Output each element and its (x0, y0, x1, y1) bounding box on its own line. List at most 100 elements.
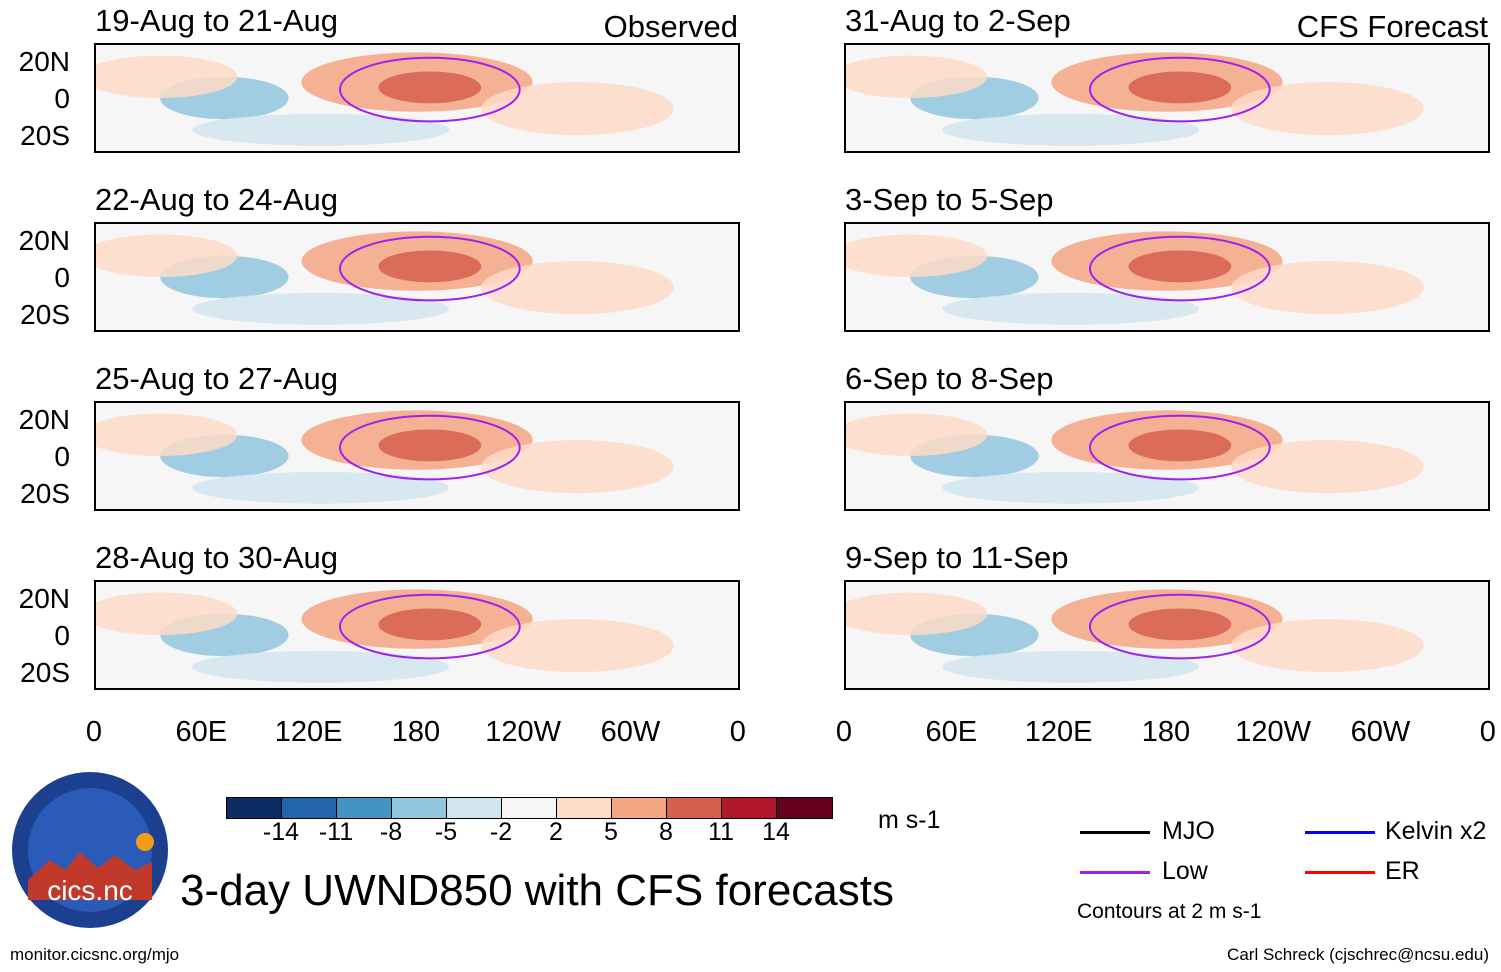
low-contour (1088, 593, 1271, 660)
lat-label: 20N (18, 225, 70, 256)
lat-label: 20S (20, 120, 70, 151)
colorbar-tick: -8 (379, 818, 403, 846)
colorbar (226, 797, 833, 819)
wind-anomaly-region (481, 440, 674, 494)
lon-label: 180 (391, 716, 441, 748)
colorbar-swatch (722, 798, 777, 818)
low-contour (338, 56, 521, 123)
legend-line-er (1305, 871, 1375, 874)
lon-label: 120E (1024, 716, 1093, 748)
lon-label: 60W (1350, 716, 1411, 748)
wind-anomaly-region (1128, 250, 1232, 283)
legend-label-kelvin: Kelvin x2 (1385, 817, 1487, 845)
wind-anomaly-region (96, 55, 238, 98)
low-contour (338, 593, 521, 660)
map-field (846, 410, 1424, 504)
wind-anomaly-region (846, 55, 988, 98)
wind-anomaly-region (96, 234, 238, 277)
cics-logo: cics.nc (12, 772, 168, 928)
panel-title: 25-Aug to 27-Aug (95, 361, 339, 396)
colorbar-swatch (227, 798, 282, 818)
map-field (846, 231, 1424, 325)
map-field (846, 52, 1424, 146)
lat-label: 20N (18, 583, 70, 614)
map-panel (94, 222, 740, 332)
legend-label-mjo: MJO (1162, 817, 1215, 845)
wind-anomaly-region (192, 113, 450, 146)
wind-anomaly-region (192, 650, 450, 683)
wind-anomaly-region (1231, 440, 1424, 494)
lon-label: 60E (175, 716, 228, 748)
wind-anomaly-region (942, 292, 1200, 325)
lon-label: 60W (600, 716, 661, 748)
panel-title: 9-Sep to 11-Sep (845, 540, 1069, 575)
panel-title: 6-Sep to 8-Sep (845, 361, 1054, 396)
wind-anomaly-region (192, 292, 450, 325)
wind-anomaly-region (481, 619, 674, 673)
lon-label: 60E (925, 716, 978, 748)
lat-label: 20N (18, 404, 70, 435)
main-title: 3-day UWND850 with CFS forecasts (180, 866, 894, 915)
map-panel (94, 580, 740, 690)
low-contour (1088, 414, 1271, 481)
panel-title: 22-Aug to 24-Aug (95, 182, 339, 217)
wind-anomaly-region (96, 592, 238, 635)
wind-anomaly-region (1128, 429, 1232, 462)
wind-anomaly-region (378, 608, 482, 641)
lat-label: 20S (20, 478, 70, 509)
panel-title: 19-Aug to 21-Aug (95, 3, 339, 38)
colorbar-swatch (777, 798, 832, 818)
panel-label-cfs-forecast: CFS Forecast (1296, 9, 1488, 44)
wind-anomaly-region (192, 471, 450, 504)
wind-anomaly-region (481, 82, 674, 136)
wind-anomaly-region (846, 413, 988, 456)
panel-title: 28-Aug to 30-Aug (95, 540, 339, 575)
wind-anomaly-region (378, 429, 482, 462)
footer-author: Carl Schreck (cjschrec@ncsu.edu) (1227, 945, 1489, 964)
colorbar-swatch (557, 798, 612, 818)
legend-line-mjo (1080, 831, 1150, 834)
low-contour (338, 235, 521, 302)
wind-anomaly-region (846, 234, 988, 277)
map-field (846, 589, 1424, 683)
low-contour (1088, 56, 1271, 123)
colorbar-tick: 5 (604, 818, 618, 846)
panel-title: 31-Aug to 2-Sep (845, 3, 1071, 38)
map-panel (94, 43, 740, 153)
colorbar-units: m s-1 (878, 806, 941, 834)
wind-anomaly-region (1231, 261, 1424, 315)
logo-text: cics.nc (47, 875, 133, 906)
wind-anomaly-region (1231, 619, 1424, 673)
colorbar-swatch (447, 798, 502, 818)
map-field (96, 589, 674, 683)
colorbar-swatch (667, 798, 722, 818)
lon-label: 0 (1479, 716, 1496, 748)
wind-anomaly-region (846, 592, 988, 635)
wind-anomaly-region (481, 261, 674, 315)
legend-label-low: Low (1162, 857, 1208, 885)
map-field (96, 231, 674, 325)
panel-label-observed: Observed (603, 9, 738, 44)
map-panel (844, 43, 1490, 153)
wind-anomaly-region (1128, 71, 1232, 104)
lat-label: 0 (54, 83, 70, 114)
lon-label: 0 (85, 716, 103, 748)
wind-anomaly-region (1231, 82, 1424, 136)
contour-note: Contours at 2 m s-1 (1077, 900, 1262, 923)
wind-anomaly-region (942, 471, 1200, 504)
colorbar-tick: -5 (434, 818, 458, 846)
lon-label: 120W (1235, 716, 1312, 748)
lat-label: 20S (20, 299, 70, 330)
lon-label: 120E (274, 716, 343, 748)
map-panel (844, 222, 1490, 332)
wind-anomaly-region (942, 650, 1200, 683)
wind-anomaly-region (1128, 608, 1232, 641)
map-panel (844, 580, 1490, 690)
colorbar-swatch (337, 798, 392, 818)
wind-anomaly-region (378, 71, 482, 104)
colorbar-tick: 14 (762, 818, 790, 846)
colorbar-swatch (612, 798, 667, 818)
wind-anomaly-region (96, 413, 238, 456)
lon-label: 0 (835, 716, 853, 748)
legend-line-kelvin (1305, 831, 1375, 834)
